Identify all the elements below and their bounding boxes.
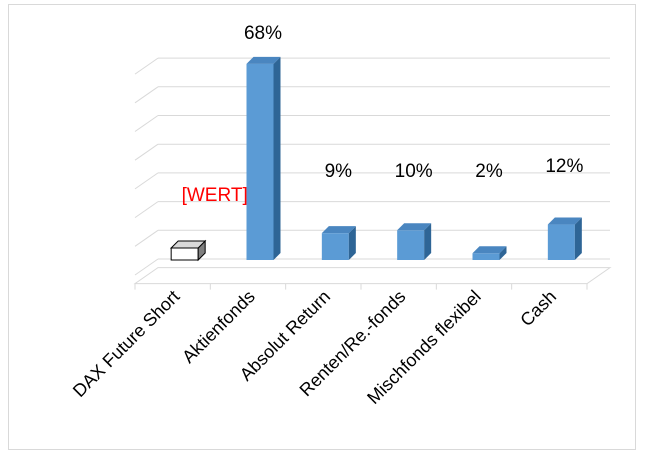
bar-side bbox=[273, 56, 281, 261]
chart-frame bbox=[8, 4, 636, 450]
bar-front bbox=[397, 230, 425, 260]
gridline-side bbox=[134, 229, 159, 247]
bar-front bbox=[547, 224, 575, 260]
bar-side bbox=[499, 246, 507, 260]
gridline-side bbox=[134, 86, 159, 104]
bar-side bbox=[574, 217, 582, 260]
bar-side bbox=[424, 223, 432, 260]
data-label: 68% bbox=[244, 23, 282, 44]
bar-top bbox=[397, 223, 432, 231]
bar-side bbox=[348, 226, 356, 260]
category-label: DAX Future Short bbox=[69, 286, 184, 401]
gridline-side bbox=[134, 258, 159, 276]
category-label: Aktienfonds bbox=[178, 286, 259, 367]
bar-top bbox=[246, 56, 281, 64]
bar-top bbox=[169, 240, 207, 249]
bar-top bbox=[472, 246, 507, 254]
category-label: Cash bbox=[516, 286, 560, 330]
gridline-side bbox=[134, 115, 159, 132]
gridline-side bbox=[134, 143, 159, 161]
bar-top bbox=[321, 226, 356, 234]
data-label: 10% bbox=[395, 161, 433, 182]
gridline-side bbox=[134, 201, 159, 219]
bar-front bbox=[246, 63, 274, 261]
bar-front bbox=[170, 247, 199, 261]
gridline-side bbox=[134, 57, 159, 75]
gridline-side bbox=[134, 172, 159, 190]
data-label: 9% bbox=[325, 161, 353, 182]
bar-top bbox=[547, 217, 582, 225]
bar-front bbox=[321, 233, 349, 260]
bar-front bbox=[472, 253, 500, 260]
data-label: 12% bbox=[545, 156, 583, 177]
data-label: [WERT] bbox=[182, 185, 248, 206]
chart-floor bbox=[133, 267, 612, 285]
data-label: 2% bbox=[475, 161, 503, 182]
